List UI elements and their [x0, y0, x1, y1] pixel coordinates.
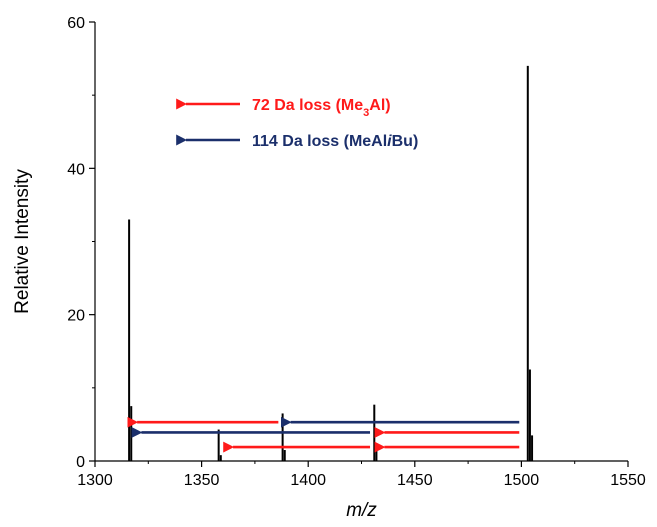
y-tick-label: 0 — [76, 454, 85, 471]
legend-label-part: Bu) — [392, 133, 419, 150]
x-tick-label: 1550 — [610, 472, 646, 489]
y-tick-label: 20 — [67, 308, 85, 325]
legend-label-part: Al) — [369, 97, 390, 114]
x-tick-label: 1400 — [290, 472, 326, 489]
y-tick-label: 60 — [67, 15, 85, 32]
x-tick-label: 1350 — [184, 472, 220, 489]
legend-label-part: 114 Da loss (MeAl — [252, 133, 387, 150]
x-tick-label: 1500 — [504, 472, 540, 489]
legend-label-red: 72 Da loss (Me3Al) — [252, 97, 391, 119]
y-axis-title: Relative Intensity — [12, 169, 33, 314]
legend-label-part: i — [387, 133, 392, 150]
x-axis-title: m/z — [346, 500, 377, 521]
x-tick-label: 1300 — [77, 472, 113, 489]
legend-label-blue: 114 Da loss (MeAliBu) — [252, 133, 418, 150]
y-tick-label: 40 — [67, 161, 85, 178]
legend-label-part: 3 — [363, 107, 369, 119]
x-tick-label: 1450 — [397, 472, 433, 489]
legend-label-part: 72 Da loss (Me — [252, 97, 363, 114]
